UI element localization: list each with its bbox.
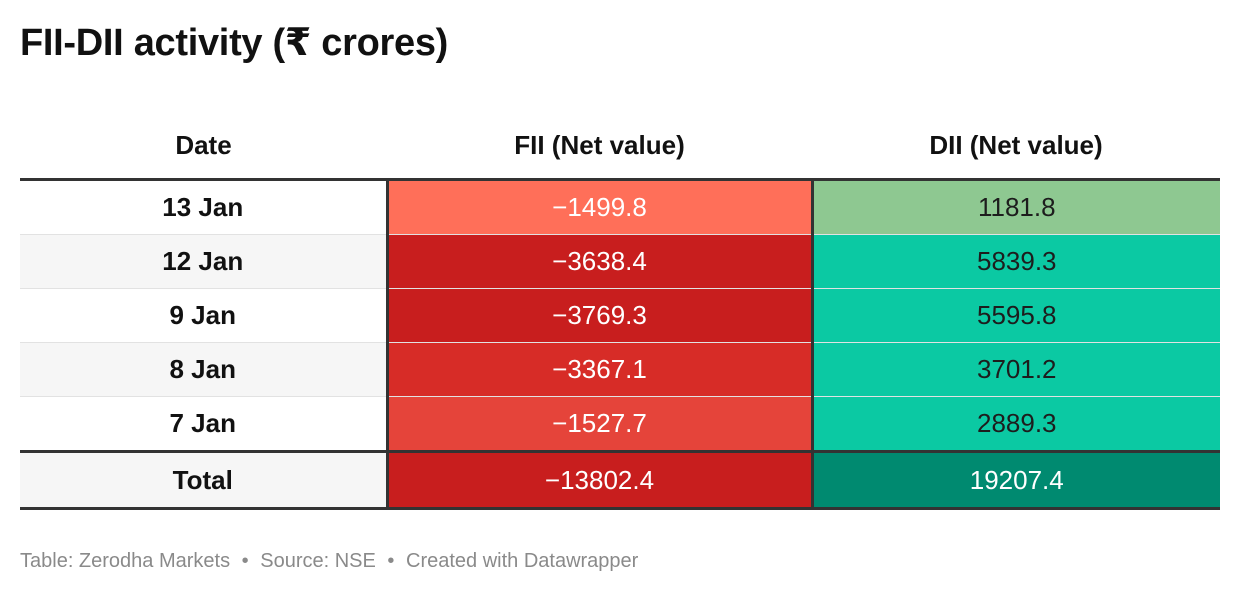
chart-title: FII-DII activity (₹ crores) <box>20 22 449 64</box>
table-row: 12 Jan −3638.4 5839.3 <box>20 234 1220 289</box>
table-row: 7 Jan −1527.7 2889.3 <box>20 396 1220 452</box>
fii-value-cell: −3769.3 <box>387 288 814 343</box>
fii-value-cell: −1499.8 <box>387 179 814 235</box>
table-header-row: Date FII (Net value) DII (Net value) <box>20 112 1220 181</box>
table-credit: Table: Zerodha Markets <box>20 550 231 572</box>
date-cell: 8 Jan <box>20 342 389 397</box>
total-dii-cell: 19207.4 <box>812 450 1220 510</box>
created-with-note: Created with Datawrapper <box>406 550 639 572</box>
date-cell: 7 Jan <box>20 396 389 452</box>
column-header-date: Date <box>20 112 387 181</box>
date-cell: 9 Jan <box>20 288 389 343</box>
footer-separator: • <box>241 550 249 572</box>
fii-value-cell: −3367.1 <box>387 342 814 397</box>
total-fii-cell: −13802.4 <box>387 450 814 510</box>
total-row: Total −13802.4 19207.4 <box>20 450 1220 510</box>
table-row: 13 Jan −1499.8 1181.8 <box>20 179 1220 235</box>
date-cell: 12 Jan <box>20 234 389 289</box>
dii-value-cell: 2889.3 <box>812 396 1220 452</box>
data-table-container: Date FII (Net value) DII (Net value) 13 … <box>20 112 1220 510</box>
dii-value-cell: 5839.3 <box>812 234 1220 289</box>
table-row: 8 Jan −3367.1 3701.2 <box>20 342 1220 397</box>
date-cell: 13 Jan <box>20 179 389 235</box>
table-row: 9 Jan −3769.3 5595.8 <box>20 288 1220 343</box>
fii-dii-table: Date FII (Net value) DII (Net value) 13 … <box>20 112 1220 510</box>
footer-separator: • <box>387 550 395 572</box>
dii-value-cell: 1181.8 <box>812 179 1220 235</box>
column-header-dii: DII (Net value) <box>812 112 1220 181</box>
column-header-fii: FII (Net value) <box>387 112 812 181</box>
source-note: Source: NSE <box>260 550 376 572</box>
fii-value-cell: −1527.7 <box>387 396 814 452</box>
dii-value-cell: 5595.8 <box>812 288 1220 343</box>
total-label-cell: Total <box>20 450 389 510</box>
fii-value-cell: −3638.4 <box>387 234 814 289</box>
chart-footer: Table: Zerodha Markets • Source: NSE • C… <box>20 550 638 573</box>
dii-value-cell: 3701.2 <box>812 342 1220 397</box>
